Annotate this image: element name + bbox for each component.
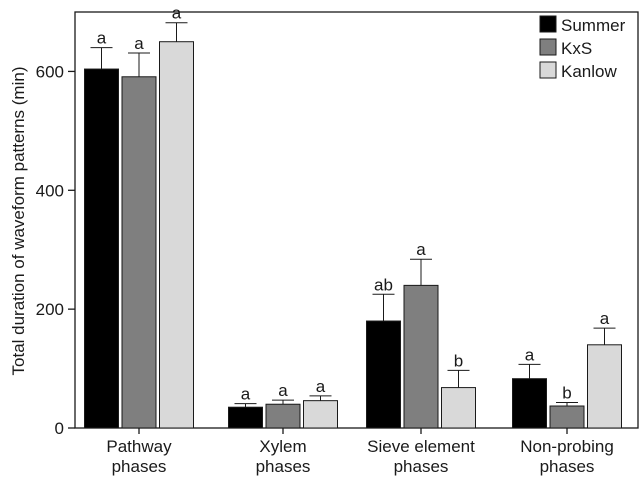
x-category-label-line: phases (540, 457, 595, 476)
bar-kanlow (587, 344, 622, 429)
significance-letter: a (134, 34, 144, 53)
significance-letter: a (241, 385, 251, 404)
x-category-label-line: Pathway (106, 437, 172, 456)
bar-kanlow (441, 387, 476, 429)
legend-label: KxS (561, 39, 592, 58)
y-tick-label: 200 (36, 300, 64, 319)
x-category-label: Pathway phases (106, 437, 172, 476)
bar-summer (84, 68, 119, 429)
y-tick-label: 600 (36, 62, 64, 81)
bar-kxs (121, 76, 157, 429)
significance-letter: b (454, 351, 463, 370)
x-category-label-line: phases (256, 457, 311, 476)
significance-letter: ab (374, 275, 393, 294)
x-category-label: Sieve element phases (367, 437, 475, 476)
significance-letter: a (316, 377, 326, 396)
legend-label: Summer (561, 16, 626, 35)
bar-kanlow (303, 400, 338, 429)
legend: Summer KxS Kanlow (539, 15, 626, 81)
x-category-label-line: phases (394, 457, 449, 476)
bar-summer (512, 378, 547, 429)
bar-kxs (549, 405, 585, 429)
legend-swatch-summer (539, 15, 557, 33)
bar-kanlow (159, 41, 194, 429)
x-category-label: Non-probing phases (520, 437, 614, 476)
x-category-label-line: Non-probing (520, 437, 614, 456)
plot-frame (74, 11, 639, 429)
x-category-label-line: Xylem (259, 437, 306, 456)
y-tick-label: 0 (55, 419, 64, 438)
x-category-label: Xylem phases (256, 437, 311, 476)
significance-letter: a (416, 240, 426, 259)
x-category-label-line: Sieve element (367, 437, 475, 456)
significance-letter: a (525, 345, 535, 364)
significance-letter: a (600, 309, 610, 328)
plot-border (74, 11, 639, 429)
legend-swatch-kanlow (539, 61, 557, 79)
significance-letter: a (278, 381, 288, 400)
bar-kxs (265, 403, 301, 429)
x-category-label-line: phases (112, 457, 167, 476)
legend-label: Kanlow (561, 62, 617, 81)
significance-letter: a (172, 4, 182, 23)
y-axis-label: Total duration of waveform patterns (min… (9, 67, 28, 376)
bar-kxs (403, 284, 439, 429)
y-tick-label: 400 (36, 181, 64, 200)
bar-summer (228, 406, 263, 429)
significance-letter: b (562, 383, 571, 402)
bar-summer (366, 320, 401, 429)
y-axis: 0 200 400 600 (36, 62, 75, 438)
significance-letter: a (97, 29, 107, 48)
legend-swatch-kxs (539, 38, 557, 56)
